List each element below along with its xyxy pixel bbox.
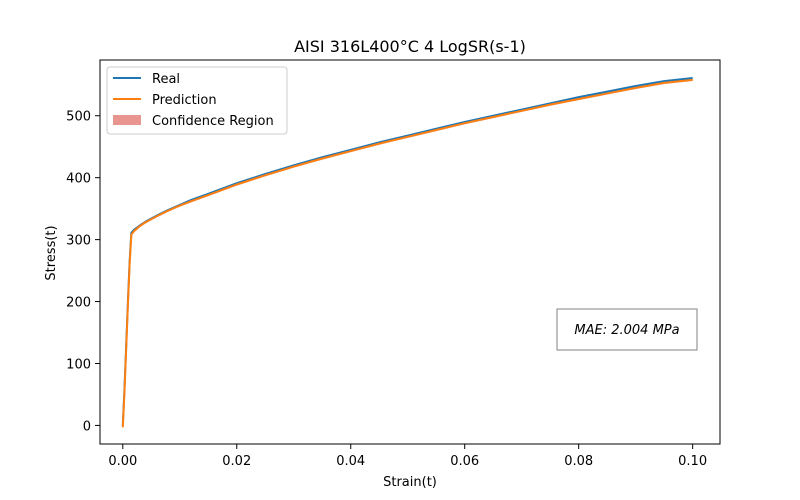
mae-annotation-text: MAE: 2.004 MPa	[574, 323, 679, 338]
legend-confidence-swatch	[113, 115, 141, 125]
y-axis-label: Stress(t)	[44, 225, 59, 280]
y-tick-label: 0	[83, 419, 91, 434]
legend-confidence-label: Confidence Region	[152, 114, 274, 129]
y-tick-label: 400	[66, 172, 91, 187]
plot-frame	[99, 59, 721, 445]
y-axis-ticks: 0 100 200 300 400 500	[66, 110, 100, 434]
y-tick-label: 500	[66, 110, 91, 125]
x-tick-label: 0.06	[450, 454, 479, 469]
legend-box	[106, 66, 288, 135]
y-tick-label: 100	[66, 357, 91, 372]
plot-area	[99, 59, 721, 445]
mae-annotation-box	[556, 308, 698, 351]
x-tick-label: 0.00	[108, 454, 137, 469]
y-tick-label: 200	[66, 296, 91, 311]
x-tick-label: 0.08	[564, 454, 593, 469]
legend-real-label: Real	[152, 72, 180, 87]
mae-annotation: MAE: 2.004 MPa	[556, 308, 698, 351]
x-tick-label: 0.10	[678, 454, 707, 469]
x-axis-ticks: 0.00 0.02 0.04 0.06 0.08 0.10	[108, 444, 707, 469]
series-line-real	[121, 76, 693, 426]
series-line-prediction	[121, 78, 693, 428]
x-tick-label: 0.04	[336, 454, 365, 469]
chart-title: AISI 316L400°C 4 LogSR(s-1)	[294, 37, 526, 56]
legend: Real Prediction Confidence Region	[106, 66, 288, 135]
x-tick-label: 0.02	[222, 454, 251, 469]
x-axis-label: Strain(t)	[383, 475, 437, 490]
legend-prediction-label: Prediction	[152, 93, 217, 108]
series-layer	[121, 76, 693, 428]
y-tick-label: 300	[66, 234, 91, 249]
